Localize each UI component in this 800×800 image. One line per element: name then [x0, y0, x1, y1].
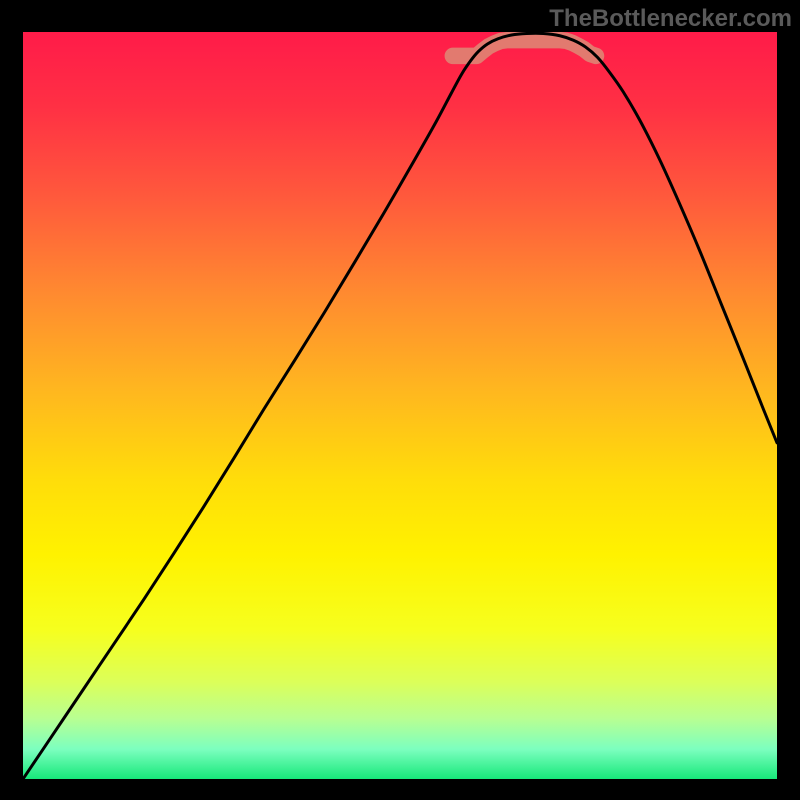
bottleneck-chart: TheBottlenecker.com: [0, 0, 800, 800]
chart-stage: TheBottlenecker.com: [0, 0, 800, 800]
gradient-background: [23, 32, 777, 779]
watermark-text: TheBottlenecker.com: [549, 5, 792, 32]
